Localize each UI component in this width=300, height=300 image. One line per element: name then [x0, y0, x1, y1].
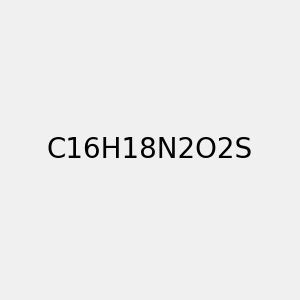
- Text: C16H18N2O2S: C16H18N2O2S: [47, 136, 253, 164]
